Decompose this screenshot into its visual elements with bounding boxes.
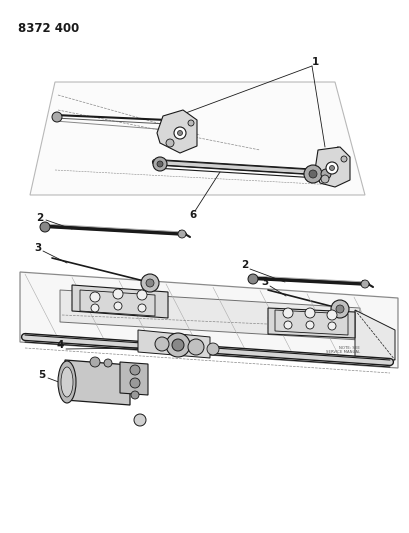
Circle shape <box>157 161 163 167</box>
Circle shape <box>104 359 112 367</box>
Text: 1: 1 <box>310 57 318 67</box>
Circle shape <box>52 112 62 122</box>
Polygon shape <box>65 360 130 405</box>
Circle shape <box>130 365 139 375</box>
Circle shape <box>90 292 100 302</box>
Circle shape <box>153 157 166 171</box>
Ellipse shape <box>58 361 76 403</box>
Circle shape <box>207 343 218 355</box>
Circle shape <box>283 321 291 329</box>
Circle shape <box>325 162 337 174</box>
Circle shape <box>330 300 348 318</box>
Circle shape <box>166 333 189 357</box>
Circle shape <box>173 127 186 139</box>
Text: 3: 3 <box>34 243 42 253</box>
Circle shape <box>113 289 123 299</box>
Text: 8372 400: 8372 400 <box>18 22 79 35</box>
Circle shape <box>360 280 368 288</box>
Polygon shape <box>30 82 364 195</box>
Circle shape <box>178 230 186 238</box>
Polygon shape <box>60 290 359 340</box>
Circle shape <box>188 339 204 355</box>
Circle shape <box>304 308 314 318</box>
Polygon shape <box>138 330 209 358</box>
Circle shape <box>326 310 336 320</box>
Circle shape <box>320 169 330 179</box>
Circle shape <box>305 321 313 329</box>
Circle shape <box>327 322 335 330</box>
Circle shape <box>134 414 146 426</box>
Circle shape <box>141 274 159 292</box>
Circle shape <box>247 274 257 284</box>
Text: 4: 4 <box>56 340 63 350</box>
Circle shape <box>320 175 328 183</box>
Polygon shape <box>314 147 349 187</box>
Text: 2: 2 <box>241 260 248 270</box>
Circle shape <box>308 170 316 178</box>
Ellipse shape <box>61 367 73 397</box>
Circle shape <box>340 156 346 162</box>
Circle shape <box>146 279 154 287</box>
Text: 6: 6 <box>189 210 196 220</box>
Circle shape <box>335 305 343 313</box>
Circle shape <box>138 304 146 312</box>
Circle shape <box>188 120 193 126</box>
Circle shape <box>303 165 321 183</box>
Text: 5: 5 <box>38 370 45 380</box>
Circle shape <box>177 131 182 135</box>
Circle shape <box>172 339 184 351</box>
Circle shape <box>131 391 139 399</box>
Polygon shape <box>157 110 196 153</box>
Text: NOTE: SEE
SERVICE MANUAL: NOTE: SEE SERVICE MANUAL <box>325 346 359 354</box>
Circle shape <box>40 222 50 232</box>
Circle shape <box>329 166 334 171</box>
Circle shape <box>130 378 139 388</box>
Circle shape <box>90 357 100 367</box>
Polygon shape <box>354 310 394 360</box>
Text: 3: 3 <box>261 277 268 287</box>
Polygon shape <box>20 272 397 368</box>
Polygon shape <box>120 362 148 395</box>
Circle shape <box>114 302 122 310</box>
Polygon shape <box>72 285 168 318</box>
Text: 2: 2 <box>36 213 43 223</box>
Circle shape <box>91 304 99 312</box>
Circle shape <box>137 290 147 300</box>
Circle shape <box>282 308 292 318</box>
Polygon shape <box>267 308 354 338</box>
Circle shape <box>166 139 173 147</box>
Circle shape <box>155 337 169 351</box>
